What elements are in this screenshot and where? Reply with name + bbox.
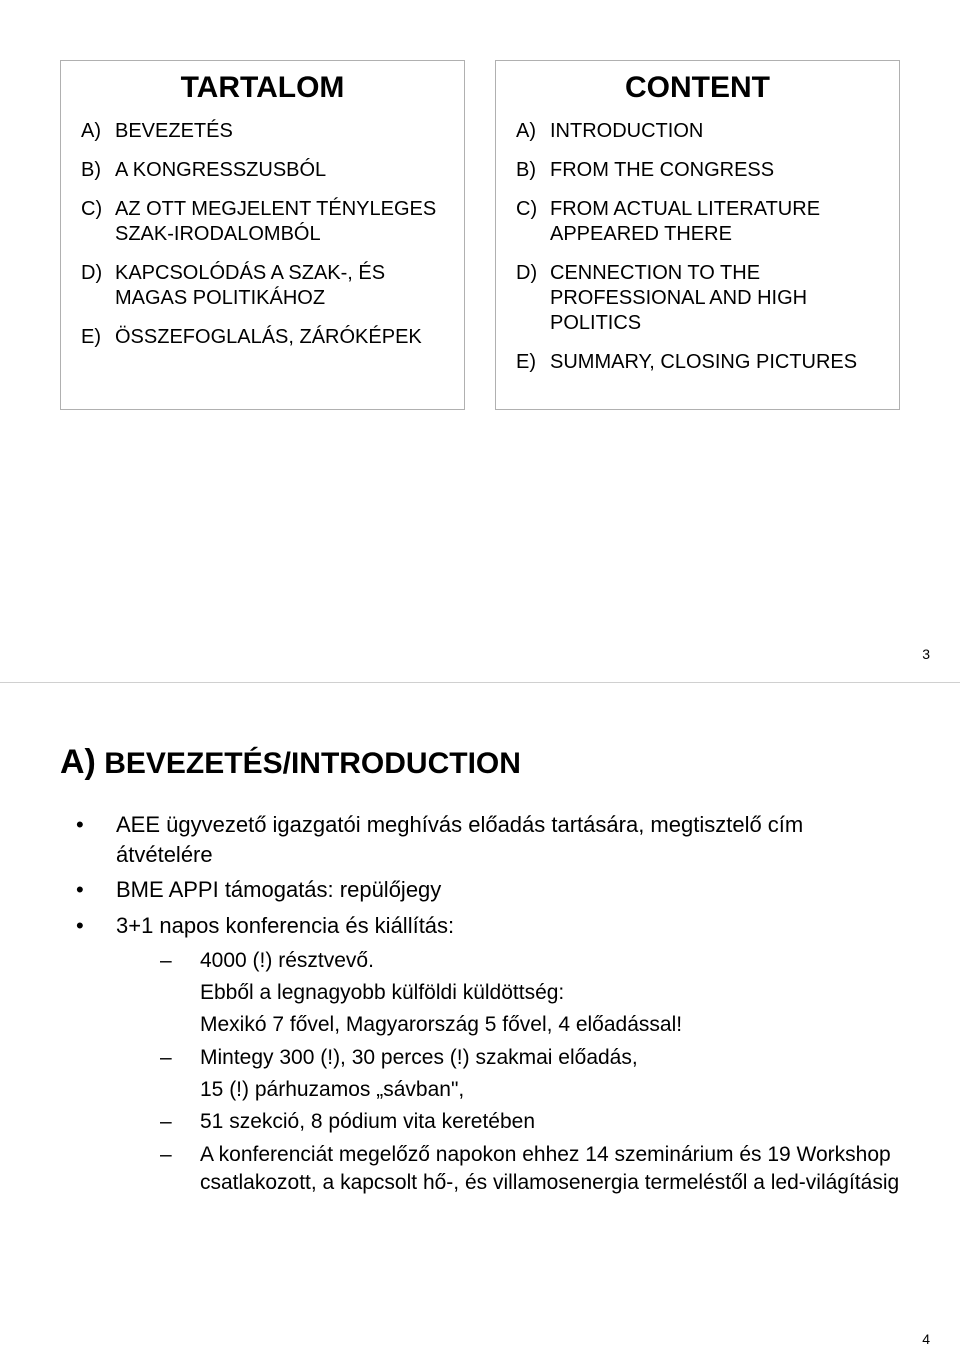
toc-text: FROM ACTUAL LITERATURE APPEARED THERE	[550, 197, 879, 247]
toc-item: C)FROM ACTUAL LITERATURE APPEARED THERE	[516, 197, 879, 247]
toc-text: KAPCSOLÓDÁS A SZAK-, ÉS MAGAS POLITIKÁHO…	[115, 261, 444, 311]
slide-toc: TARTALOM A)BEVEZETÉS B)A KONGRESSZUSBÓL …	[0, 0, 960, 683]
toc-marker: B)	[81, 158, 115, 183]
toc-item: C)AZ OTT MEGJELENT TÉNYLEGES SZAK-IRODAL…	[81, 197, 444, 247]
sub-item: 4000 (!) résztvevő.	[160, 947, 900, 975]
page-number: 3	[922, 646, 930, 662]
section-letter: A)	[60, 743, 96, 781]
bullet-text: 3+1 napos konferencia és kiállítás:	[116, 911, 454, 941]
toc-text: ÖSSZEFOGLALÁS, ZÁRÓKÉPEK	[115, 325, 444, 350]
toc-title-right: CONTENT	[516, 71, 879, 105]
bullet-item: 3+1 napos konferencia és kiállítás:	[70, 911, 900, 941]
section-heading: A) BEVEZETÉS/INTRODUCTION	[60, 743, 900, 782]
sub-item: 15 (!) párhuzamos „sávban",	[160, 1076, 900, 1104]
toc-text: SUMMARY, CLOSING PICTURES	[550, 350, 879, 375]
toc-marker: E)	[516, 350, 550, 375]
toc-item: E)SUMMARY, CLOSING PICTURES	[516, 350, 879, 375]
toc-marker: A)	[81, 119, 115, 144]
sub-text: Mexikó 7 fővel, Magyarország 5 fővel, 4 …	[200, 1013, 682, 1036]
bullet-item: BME APPI támogatás: repülőjegy	[70, 875, 900, 905]
toc-marker: D)	[81, 261, 115, 311]
sub-text: 51 szekció, 8 pódium vita keretében	[200, 1108, 900, 1136]
toc-item: B)A KONGRESSZUSBÓL	[81, 158, 444, 183]
toc-marker: C)	[81, 197, 115, 247]
toc-item: E)ÖSSZEFOGLALÁS, ZÁRÓKÉPEK	[81, 325, 444, 350]
toc-marker: B)	[516, 158, 550, 183]
bullet-item: AEE ügyvezető igazgatói meghívás előadás…	[70, 810, 900, 869]
bullet-list: AEE ügyvezető igazgatói meghívás előadás…	[70, 810, 900, 941]
toc-item: D)CENNECTION TO THE PROFESSIONAL AND HIG…	[516, 261, 879, 336]
toc-text: AZ OTT MEGJELENT TÉNYLEGES SZAK-IRODALOM…	[115, 197, 444, 247]
toc-item: D)KAPCSOLÓDÁS A SZAK-, ÉS MAGAS POLITIKÁ…	[81, 261, 444, 311]
sub-item: A konferenciát megelőző napokon ehhez 14…	[160, 1141, 900, 1198]
toc-text: FROM THE CONGRESS	[550, 158, 879, 183]
bullet-text: BME APPI támogatás: repülőjegy	[116, 875, 441, 905]
sub-item: Mexikó 7 fővel, Magyarország 5 fővel, 4 …	[160, 1011, 900, 1039]
sub-item: Ebből a legnagyobb külföldi küldöttség:	[160, 979, 900, 1007]
sub-text: 4000 (!) résztvevő.	[200, 947, 900, 975]
toc-list-left: A)BEVEZETÉS B)A KONGRESSZUSBÓL C)AZ OTT …	[81, 119, 444, 350]
sub-list: 4000 (!) résztvevő. Ebből a legnagyobb k…	[160, 947, 900, 1198]
toc-text: A KONGRESSZUSBÓL	[115, 158, 444, 183]
toc-marker: D)	[516, 261, 550, 336]
toc-item: A)INTRODUCTION	[516, 119, 879, 144]
toc-text: BEVEZETÉS	[115, 119, 444, 144]
toc-marker: A)	[516, 119, 550, 144]
toc-item: A)BEVEZETÉS	[81, 119, 444, 144]
sub-text: Mintegy 300 (!), 30 perces (!) szakmai e…	[200, 1044, 900, 1072]
section-title: BEVEZETÉS/INTRODUCTION	[104, 747, 521, 780]
page-number: 4	[922, 1331, 930, 1347]
bullet-text: AEE ügyvezető igazgatói meghívás előadás…	[116, 810, 900, 869]
toc-card-right: CONTENT A)INTRODUCTION B)FROM THE CONGRE…	[495, 60, 900, 410]
toc-title-left: TARTALOM	[81, 71, 444, 105]
sub-item: Mintegy 300 (!), 30 perces (!) szakmai e…	[160, 1044, 900, 1072]
toc-card-left: TARTALOM A)BEVEZETÉS B)A KONGRESSZUSBÓL …	[60, 60, 465, 410]
slide-intro: A) BEVEZETÉS/INTRODUCTION AEE ügyvezető …	[0, 683, 960, 1367]
toc-text: CENNECTION TO THE PROFESSIONAL AND HIGH …	[550, 261, 879, 336]
toc-marker: E)	[81, 325, 115, 350]
toc-item: B)FROM THE CONGRESS	[516, 158, 879, 183]
toc-text: INTRODUCTION	[550, 119, 879, 144]
sub-text: A konferenciát megelőző napokon ehhez 14…	[200, 1141, 900, 1198]
sub-text: 15 (!) párhuzamos „sávban",	[200, 1078, 464, 1101]
sub-text: Ebből a legnagyobb külföldi küldöttség:	[200, 981, 564, 1004]
toc-marker: C)	[516, 197, 550, 247]
toc-columns: TARTALOM A)BEVEZETÉS B)A KONGRESSZUSBÓL …	[60, 60, 900, 410]
toc-list-right: A)INTRODUCTION B)FROM THE CONGRESS C)FRO…	[516, 119, 879, 375]
sub-item: 51 szekció, 8 pódium vita keretében	[160, 1108, 900, 1136]
